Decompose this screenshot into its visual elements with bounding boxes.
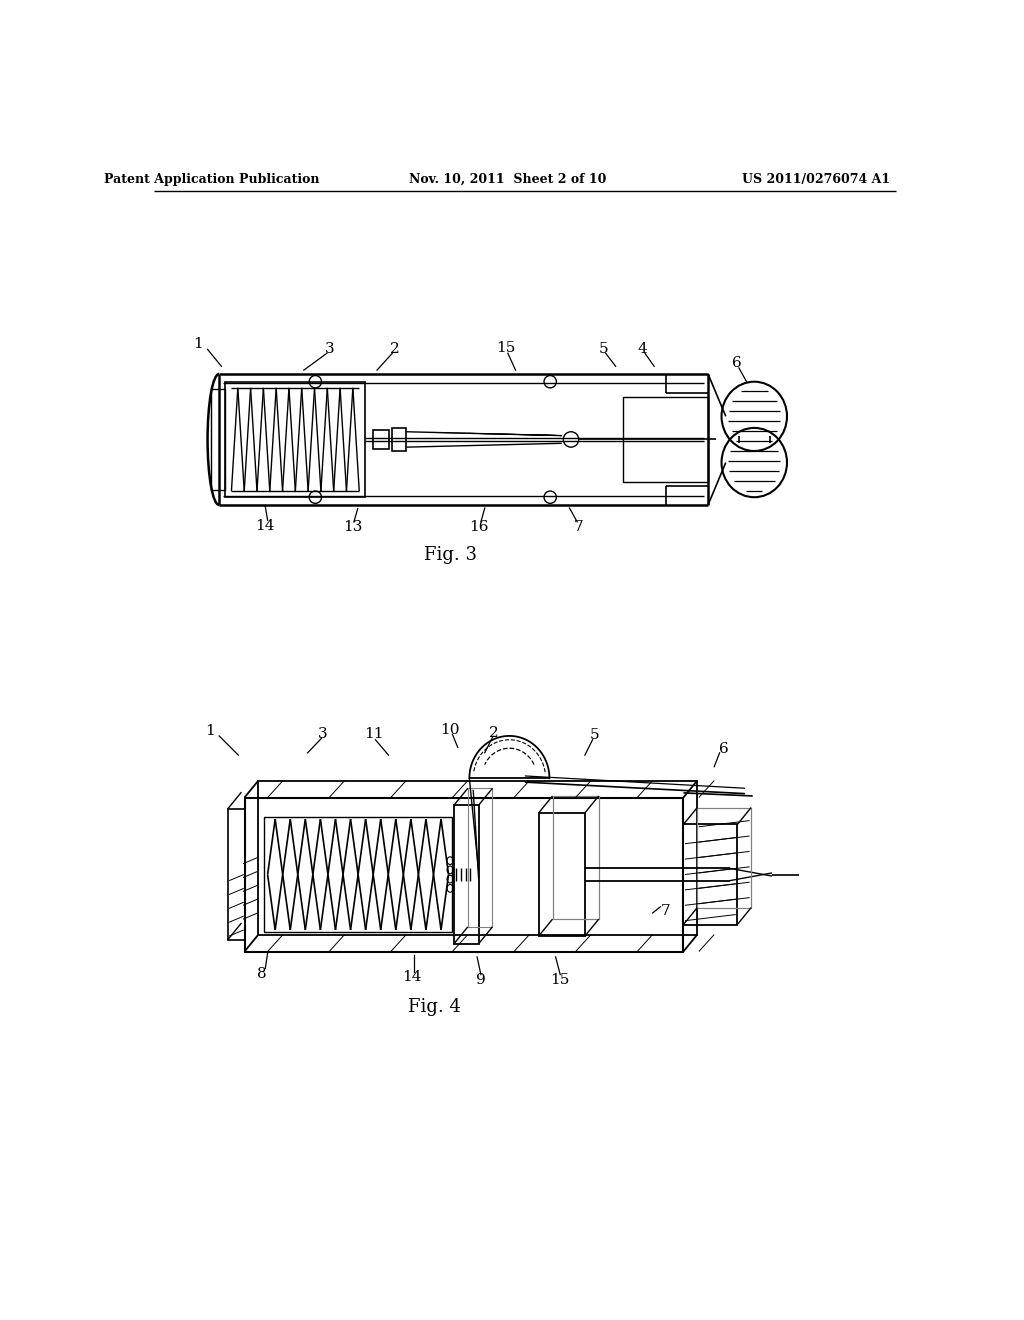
Text: 3: 3 xyxy=(318,726,328,741)
Text: 4: 4 xyxy=(638,342,647,355)
Text: 3: 3 xyxy=(325,342,334,355)
Text: Nov. 10, 2011  Sheet 2 of 10: Nov. 10, 2011 Sheet 2 of 10 xyxy=(410,173,606,186)
Bar xyxy=(454,805,478,944)
Bar xyxy=(683,825,737,924)
Text: 11: 11 xyxy=(365,727,384,742)
Text: 7: 7 xyxy=(573,520,584,535)
Text: 2: 2 xyxy=(390,342,399,355)
Bar xyxy=(373,430,388,449)
Text: Patent Application Publication: Patent Application Publication xyxy=(103,173,319,186)
Bar xyxy=(264,817,453,932)
Text: 9: 9 xyxy=(476,973,485,987)
Text: 13: 13 xyxy=(343,520,362,535)
Text: 6: 6 xyxy=(732,356,741,370)
Text: 5: 5 xyxy=(590,729,600,742)
Bar xyxy=(468,788,493,927)
Bar xyxy=(227,809,245,940)
Text: Fig. 4: Fig. 4 xyxy=(409,998,461,1016)
Text: Fig. 3: Fig. 3 xyxy=(424,546,476,564)
Bar xyxy=(697,808,752,908)
Text: 14: 14 xyxy=(401,970,421,983)
Text: 10: 10 xyxy=(440,723,460,737)
Text: 1: 1 xyxy=(193,337,203,351)
Text: US 2011/0276074 A1: US 2011/0276074 A1 xyxy=(741,173,890,186)
Text: 15: 15 xyxy=(551,973,570,987)
Text: 8: 8 xyxy=(257,966,266,981)
Text: 1: 1 xyxy=(205,723,215,738)
Text: 5: 5 xyxy=(598,342,608,355)
Text: 6: 6 xyxy=(719,742,728,756)
Bar xyxy=(258,780,697,935)
Text: 7: 7 xyxy=(660,904,671,919)
Bar xyxy=(553,796,599,919)
Bar xyxy=(392,428,407,451)
Bar xyxy=(539,813,585,936)
Bar xyxy=(624,397,708,482)
Text: 2: 2 xyxy=(489,726,499,739)
Text: 15: 15 xyxy=(496,341,515,355)
Bar xyxy=(211,389,225,490)
Bar xyxy=(225,381,366,498)
Text: 14: 14 xyxy=(256,519,275,533)
Bar xyxy=(245,797,683,952)
Text: 16: 16 xyxy=(470,520,489,535)
